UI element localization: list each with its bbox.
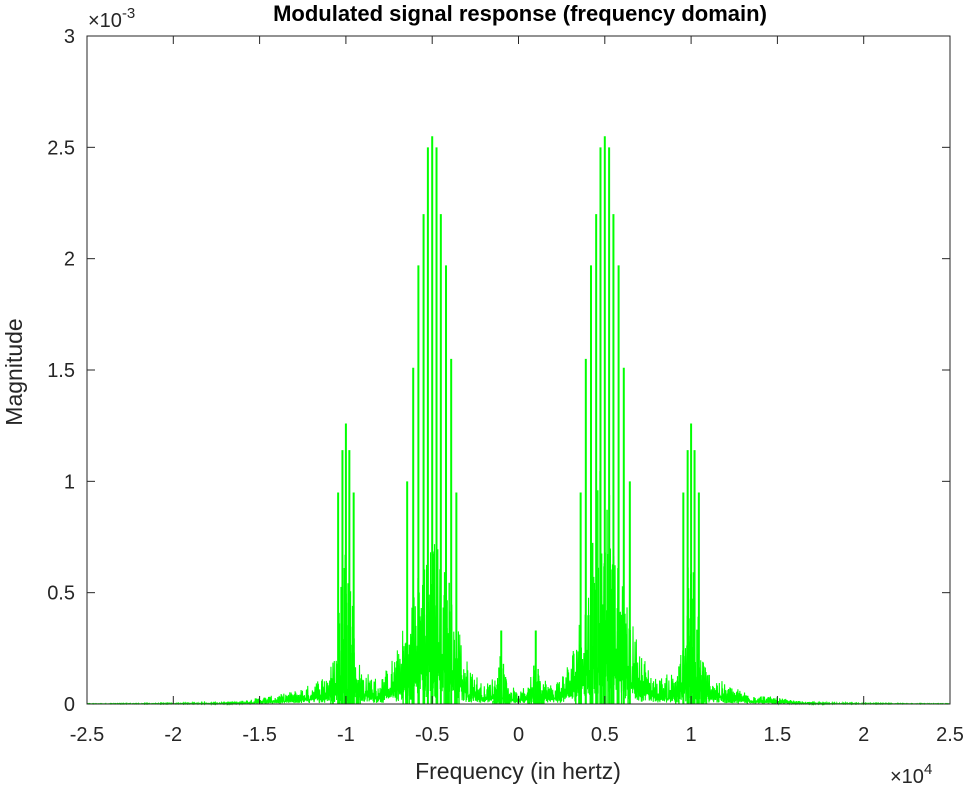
y-scale-base: ×10 [88, 10, 122, 32]
y-tick-label: 2.5 [47, 137, 75, 159]
x-tick-label: -0.5 [415, 724, 449, 746]
chart-title: Modulated signal response (frequency dom… [273, 1, 767, 26]
x-tick-label: 1 [686, 724, 697, 746]
x-tick-label: -1.5 [242, 724, 276, 746]
x-tick-label: 0.5 [591, 724, 619, 746]
y-tick-label: 0.5 [47, 583, 75, 605]
y-scale-exponent: -3 [122, 5, 135, 22]
y-tick-label: 1 [64, 471, 75, 493]
y-tick-label: 0 [64, 694, 75, 716]
x-axis-ticks: -2.5 -2 -1.5 -1 -0.5 0 0.5 1 1.5 2 2.5 [70, 36, 964, 746]
signal-series [86, 136, 951, 706]
x-tick-label: -2.5 [70, 724, 104, 746]
spectrum-trace [86, 544, 951, 706]
plot-box [86, 35, 951, 705]
x-tick-label: -1 [337, 724, 355, 746]
y-tick-label: 3 [64, 26, 75, 48]
y-tick-label: 2 [64, 249, 75, 271]
y-tick-label: 1.5 [47, 360, 75, 382]
y-axis-ticks: 0 0.5 1 1.5 2 2.5 3 [47, 26, 950, 716]
x-tick-label: -2 [164, 724, 182, 746]
x-tick-label: 0 [513, 724, 524, 746]
x-scale-exponent: 4 [924, 761, 932, 778]
x-tick-label: 2 [858, 724, 869, 746]
x-scale-base: ×10 [890, 766, 924, 788]
x-tick-label: 1.5 [763, 724, 791, 746]
x-tick-label: 2.5 [936, 724, 964, 746]
axes-frame [86, 35, 951, 705]
x-axis-label: Frequency (in hertz) [415, 758, 621, 784]
y-axis-label: Magnitude [1, 318, 27, 425]
y-scale-factor: ×10-3 [88, 5, 135, 32]
x-scale-factor: ×104 [890, 761, 932, 788]
